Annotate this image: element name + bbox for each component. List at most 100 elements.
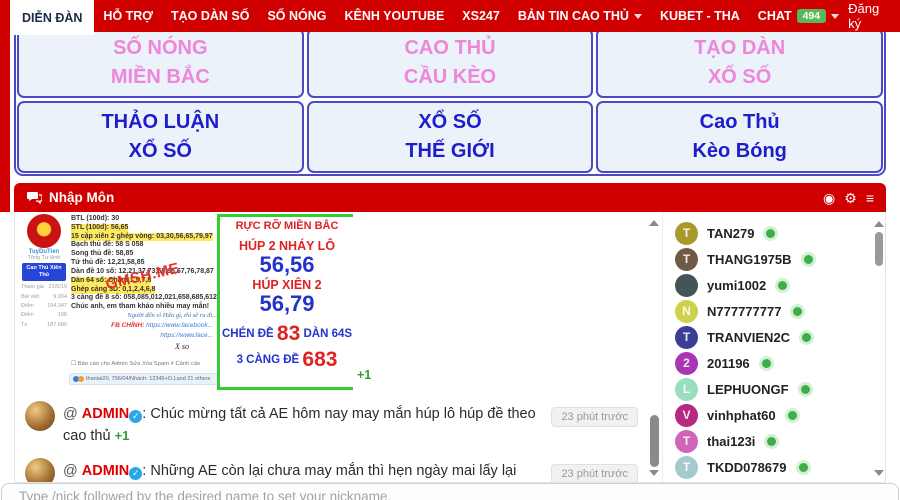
card-label: CẦU KÈO xyxy=(403,66,497,88)
prediction-line: BTL (100d): 30 xyxy=(71,215,120,222)
settings-icon[interactable]: ⚙ xyxy=(844,189,857,206)
chat-scrollbar-thumb[interactable] xyxy=(649,415,659,467)
card-xo-so-the-gioi[interactable]: XỔ SỐ THẾ GIỚI xyxy=(306,101,594,173)
menu-icon[interactable]: ≡ xyxy=(865,189,874,206)
post-footer: Người đến vì Hứa gì, thì sẽ ra đi... FB … xyxy=(71,311,217,354)
avatar: 2 xyxy=(675,351,698,375)
verified-icon xyxy=(129,410,143,423)
post-stat-row: Điểm 194.347 xyxy=(21,302,67,309)
nav-item-kenh-youtube[interactable]: KÊNH YOUTUBE xyxy=(344,9,445,23)
scroll-down-arrow[interactable] xyxy=(873,470,884,481)
nav-item-label: CHAT xyxy=(757,9,792,23)
prediction-line: Tứ thủ đề: 12,21,58,85 xyxy=(71,259,145,267)
admin-avatar[interactable] xyxy=(25,457,55,482)
prediction-line: 3 càng đề 8 số: 058,085,012,021,658,685,… xyxy=(71,294,223,302)
user-row-thai123i[interactable]: T thai123i xyxy=(675,428,872,454)
user-row-201196[interactable]: 2 201196 xyxy=(675,350,872,376)
nav-item-tao-dan-so[interactable]: TẠO DÀN SỐ xyxy=(170,9,250,23)
user-row-tkdd078679[interactable]: T TKDD078679 xyxy=(675,454,872,480)
scroll-up-arrow[interactable] xyxy=(649,215,659,226)
username: TKDD078679 xyxy=(707,459,787,475)
nav-item-xs247[interactable]: XS247 xyxy=(462,9,500,23)
card-label: TẠO DÀN xyxy=(694,37,786,59)
box-chen-de-row: CHÉN ĐỀ 83 DÀN 64S xyxy=(221,322,353,346)
register-link[interactable]: Đăng ký xyxy=(848,1,880,31)
card-cao-thu-keo-bong[interactable]: Cao Thủ Kèo Bóng xyxy=(596,101,883,173)
chat-scrollbar xyxy=(646,212,662,482)
chat-room-title: Nhập Môn xyxy=(49,190,115,205)
shared-post-image[interactable]: TuyDuTien Tổng Tư lệnh Cao Thủ Xiên Thủ … xyxy=(19,212,353,390)
admin-name: ADMIN xyxy=(81,462,130,479)
chevron-down-icon xyxy=(831,14,840,23)
card-thao-luan-xo-so[interactable]: THẢO LUẬN XỔ SỐ xyxy=(17,101,304,173)
post-stat-row: Điểm 108 xyxy=(21,312,67,319)
chat-bubbles-icon xyxy=(27,192,42,204)
chat-input[interactable] xyxy=(17,488,887,500)
prediction-line: STL (100d): 56,65 xyxy=(71,223,129,233)
chat-message: @ ADMIN: Chúc mừng tất cả AE hôm nay may… xyxy=(15,394,646,451)
card-so-nong-mien-bac[interactable]: SỐ NÓNG MIỀN BẮC xyxy=(17,28,304,98)
post-actions-row: ☐ Báo cáo cho Admin Sửa Xóa Spam # Cảnh … xyxy=(71,361,201,367)
nav-item-ho-tro[interactable]: HỖ TRỢ xyxy=(103,9,153,23)
admin-avatar[interactable] xyxy=(25,401,55,431)
reaction-plus-one[interactable]: +1 xyxy=(114,427,130,443)
user-row-n777777777[interactable]: N N777777777 xyxy=(675,298,872,324)
prediction-line: Bạch thủ đề: 58 S 058 xyxy=(71,241,144,249)
chat-messages-area: TuyDuTien Tổng Tư lệnh Cao Thủ Xiên Thủ … xyxy=(15,212,646,482)
prediction-line: 15 cặp xiên 2 ghép vòng: 03,30,56,65,79,… xyxy=(71,232,213,242)
post-signature: X so xyxy=(175,342,189,352)
online-dot xyxy=(798,462,808,472)
post-author-nick: TuyDuTien xyxy=(28,249,60,255)
theme-icon[interactable]: ◉ xyxy=(823,189,836,206)
username: yumi1002 xyxy=(707,277,767,293)
online-dot xyxy=(787,410,797,420)
user-row-vinhphat60[interactable]: V vinhphat60 xyxy=(675,402,872,428)
user-row-tan279[interactable]: T TAN279 xyxy=(675,220,872,246)
userlist-scrollbar xyxy=(872,212,885,482)
chat-message: @ ADMIN: Những AE còn lại chưa may mắn t… xyxy=(15,451,646,482)
post-prediction-lines: BTL (100d): 30 STL (100d): 56,65 15 cặp … xyxy=(71,215,223,312)
avatar: L xyxy=(675,377,698,401)
user-row-yumi1002[interactable]: yumi1002 xyxy=(675,272,872,298)
online-dot xyxy=(761,358,771,368)
online-dot xyxy=(778,280,788,290)
attachment-text: thantai20, 756/04/Nhánh: 12345+O.Land 21… xyxy=(86,376,211,382)
chat-header-icons: ◉ ⚙ ≡ xyxy=(823,191,874,205)
scroll-down-arrow[interactable] xyxy=(649,470,659,481)
nav-item-kubet-tha[interactable]: KUBET - THA xyxy=(659,9,740,23)
nav-item-chat[interactable]: CHAT 494 xyxy=(749,0,848,32)
nav-item-ban-tin-cao-thu[interactable]: BẢN TIN CAO THỦ xyxy=(509,0,651,32)
username: N777777777 xyxy=(707,303,782,319)
post-green-box: RỰC RỠ MIỀN BẮC HÚP 2 NHÁY LÔ 56,56 HÚP … xyxy=(217,214,353,390)
post-profile-card: TuyDuTien Tổng Tư lệnh Cao Thủ Xiên Thủ … xyxy=(19,212,69,390)
userlist-scrollbar-thumb[interactable] xyxy=(874,232,883,266)
avatar: T xyxy=(675,429,698,453)
user-row-tranvien2c[interactable]: T TRANVIEN2C xyxy=(675,324,872,350)
post-reaction-plus-one[interactable]: +1 xyxy=(357,368,372,382)
card-cao-thu-cau-keo[interactable]: CAO THỦ CẦU KÈO xyxy=(306,28,594,98)
card-label: SỐ NÓNG xyxy=(113,37,208,59)
box-label-xien: HÚP XIÊN 2 xyxy=(252,278,322,293)
username: 201196 xyxy=(707,355,750,371)
message-timestamp: 23 phút trước xyxy=(551,463,638,482)
user-row-lephuongf[interactable]: L LEPHUONGF xyxy=(675,376,872,402)
top-nav: DIỄN ĐÀN HỖ TRỢ TẠO DÀN SỐ SỐ NÓNG KÊNH … xyxy=(0,0,900,35)
username: LEPHUONGF xyxy=(707,381,789,397)
post-fb-line: FB CHÍNH: https://www.facebook... xyxy=(111,322,213,330)
post-stat-row: Tham gia 21/5/19 xyxy=(21,284,67,291)
user-row-thang1975b[interactable]: T THANG1975B xyxy=(675,246,872,272)
admin-name: ADMIN xyxy=(81,406,130,422)
auth-links: Đăng ký Đăng nhập xyxy=(848,0,900,32)
card-tao-dan-xo-so[interactable]: TẠO DÀN XỔ SỐ xyxy=(596,28,883,98)
username: thai123i xyxy=(707,433,756,449)
message-text: @ ADMIN: Chúc mừng tất cả AE hôm nay may… xyxy=(63,401,543,448)
online-dot xyxy=(766,228,776,238)
online-dot xyxy=(800,384,810,394)
prediction-line: Chúc anh, em tham khảo nhiều may mắn! xyxy=(71,303,210,311)
nav-item-dien-dan[interactable]: DIỄN ĐÀN xyxy=(10,0,95,35)
scroll-up-arrow[interactable] xyxy=(873,216,884,227)
avatar: V xyxy=(675,403,698,427)
box-title: RỰC RỠ MIỀN BẮC xyxy=(235,220,339,232)
card-label: THẢO LUẬN xyxy=(101,111,220,133)
nav-item-so-nong[interactable]: SỐ NÓNG xyxy=(267,9,327,23)
